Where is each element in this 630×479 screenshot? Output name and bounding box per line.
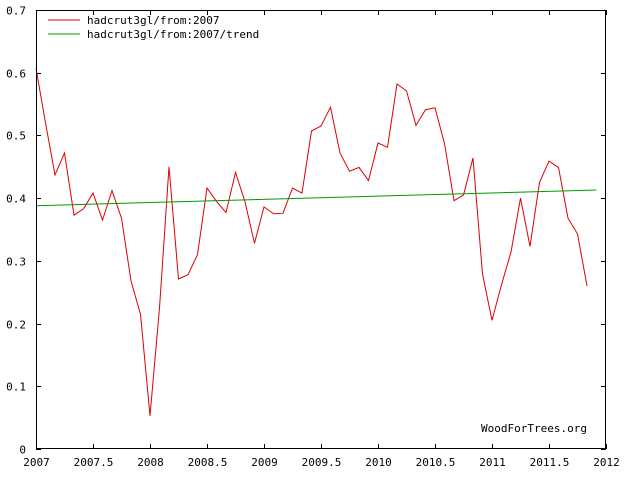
y-tick-label: 0.3 xyxy=(6,256,26,269)
credit-annotation: WoodForTrees.org xyxy=(481,422,587,435)
x-tick-label: 2007 xyxy=(23,456,50,469)
x-tick-label: 2011.5 xyxy=(530,456,570,469)
y-tick-label: 0 xyxy=(19,444,26,457)
x-tick-label: 2008 xyxy=(137,456,164,469)
legend: hadcrut3gl/from:2007hadcrut3gl/from:2007… xyxy=(48,14,259,41)
y-tick-label: 0.2 xyxy=(6,319,26,332)
x-tick-label: 2011 xyxy=(479,456,506,469)
x-tick-label: 2008.5 xyxy=(188,456,228,469)
series-line-trend xyxy=(35,189,597,207)
y-tick-label: 0.5 xyxy=(6,130,26,143)
ticks-layer: 2007 2007.5 2008 2008.5 2009 2009.5 2010 2010.5… xyxy=(6,5,620,470)
x-tick-label: 2010 xyxy=(365,456,392,469)
x-tick-label: 2007.5 xyxy=(74,456,114,469)
x-tick-label: 2012 xyxy=(593,456,620,469)
series-layer xyxy=(35,68,597,416)
series-line-temperature xyxy=(35,68,588,416)
y-tick-label: 0.7 xyxy=(6,5,26,18)
plot-frame xyxy=(36,10,606,449)
y-tick-label: 0.1 xyxy=(6,381,26,394)
x-tick-label: 2009.5 xyxy=(302,456,342,469)
legend-label: hadcrut3gl/from:2007 xyxy=(87,14,219,27)
legend-label: hadcrut3gl/from:2007/trend xyxy=(87,28,259,41)
x-tick-label: 2010.5 xyxy=(416,456,456,469)
x-tick-label: 2009 xyxy=(251,456,278,469)
y-tick-label: 0.4 xyxy=(6,193,26,206)
y-tick-label: 0.6 xyxy=(6,68,26,81)
